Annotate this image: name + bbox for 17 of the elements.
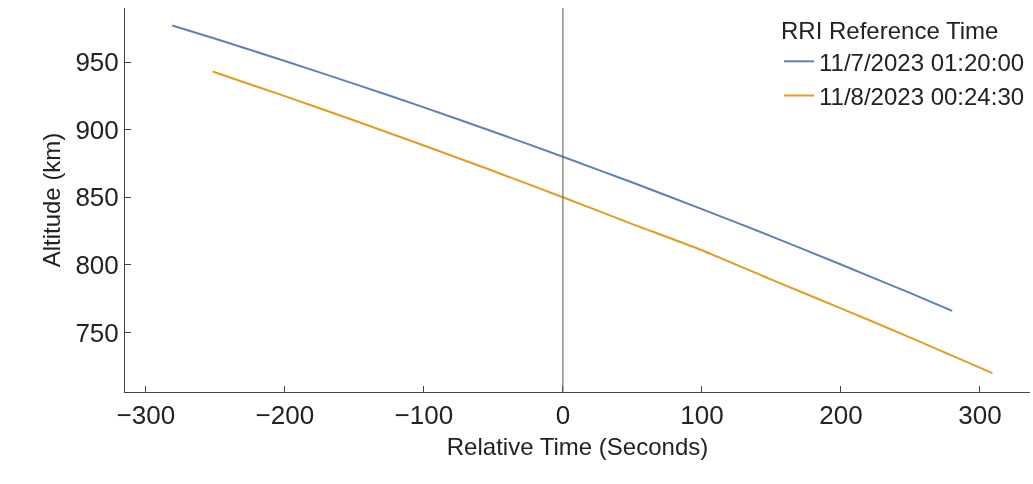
x-tick-label: −300 <box>116 400 176 431</box>
legend-label: 11/8/2023 00:24:30 <box>819 82 1025 110</box>
x-tick-label: −100 <box>394 400 454 431</box>
y-tick-label: 950 <box>75 47 119 78</box>
y-tick-label: 850 <box>75 182 119 213</box>
x-tick-label: −200 <box>255 400 315 431</box>
legend-title: RRI Reference Time <box>781 17 999 45</box>
x-tick-label: 200 <box>819 400 863 431</box>
y-tick-label: 800 <box>75 250 119 280</box>
x-tick-label: 100 <box>680 400 724 431</box>
y-axis-title: Altitude (km) <box>37 132 65 268</box>
x-tick-label: 0 <box>555 400 571 431</box>
legend-label: 11/7/2023 01:20:00 <box>819 48 1025 76</box>
x-tick-label: 300 <box>958 400 1002 431</box>
y-tick-label: 750 <box>75 317 119 348</box>
x-axis-title: Relative Time (Seconds) <box>446 432 709 460</box>
y-tick-label: 900 <box>75 114 119 145</box>
